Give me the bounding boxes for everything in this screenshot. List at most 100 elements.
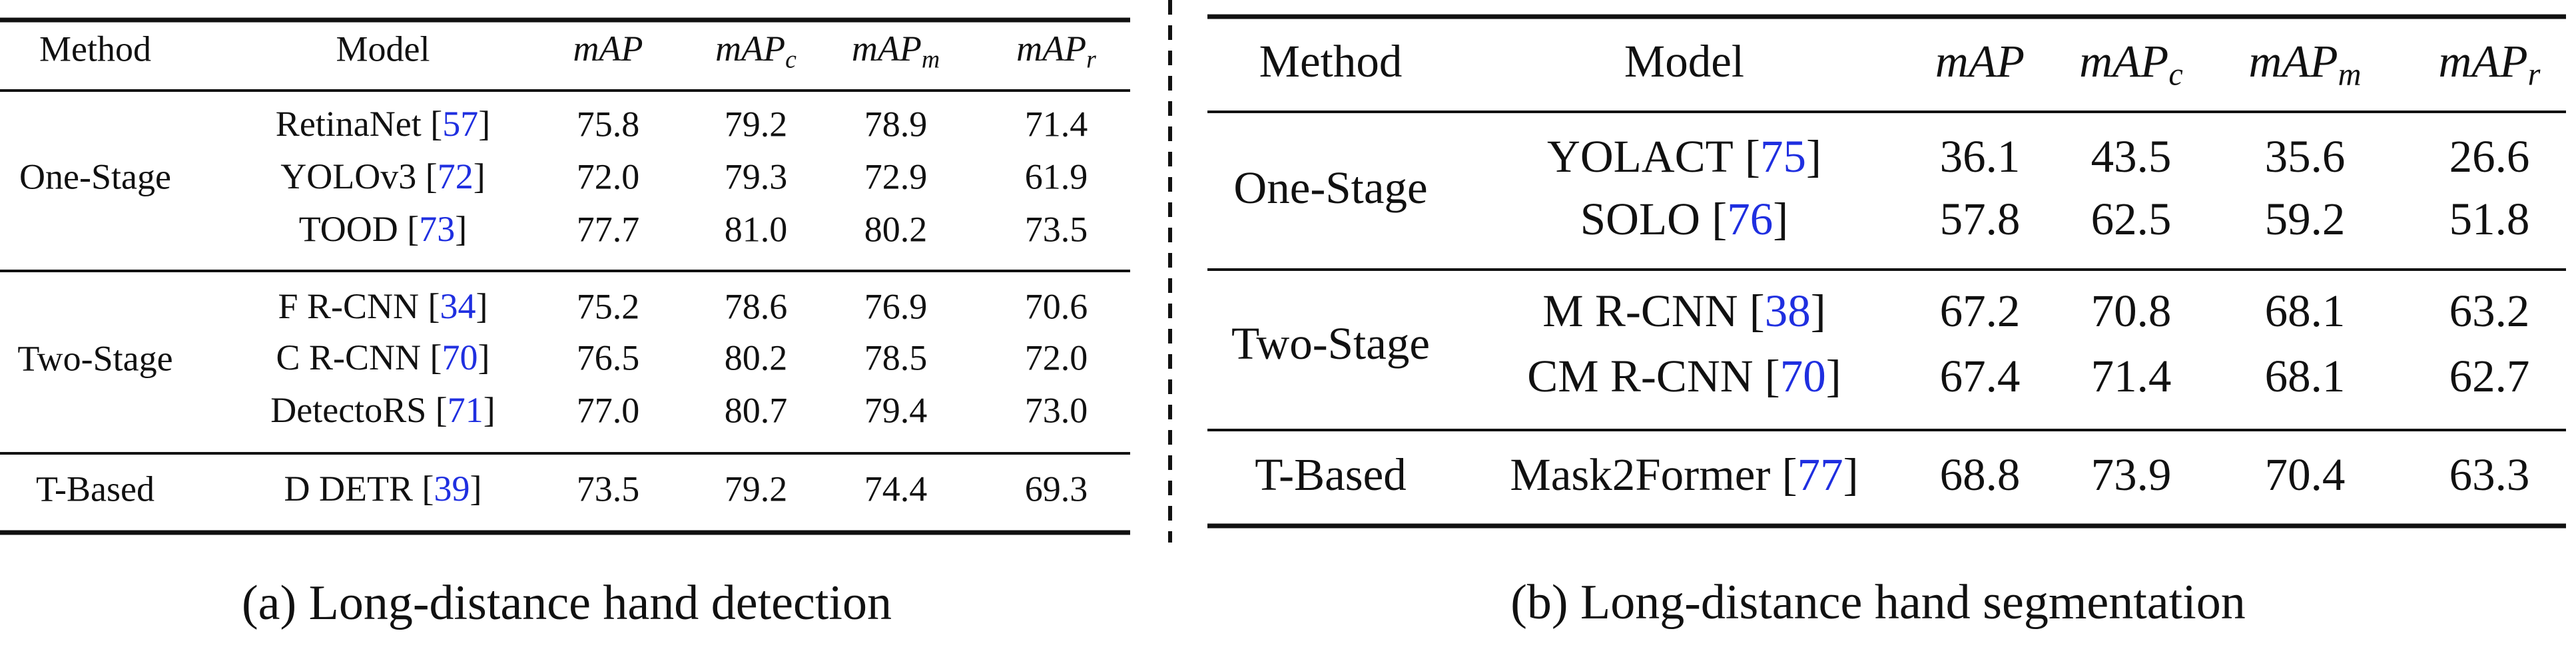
- method-cell: Two-Stage: [1231, 318, 1430, 369]
- citation-part: [: [1712, 194, 1727, 244]
- value-cell: 79.2: [725, 469, 788, 509]
- citation-part: [: [430, 104, 442, 144]
- model-name: YOLOv3: [280, 156, 416, 196]
- model-cell: C R-CNN [70]: [276, 337, 490, 377]
- citation: [77]: [1782, 449, 1859, 500]
- citation-part: ]: [478, 104, 490, 144]
- citation-part: [: [1750, 286, 1765, 336]
- header-cell: Method: [39, 29, 151, 69]
- citation-part: ]: [476, 286, 488, 326]
- citation: [75]: [1745, 131, 1821, 182]
- method-cell: T-Based: [1255, 449, 1406, 500]
- value-cell: 72.0: [577, 156, 640, 196]
- value-cell: 74.4: [864, 469, 928, 509]
- citation: [57]: [430, 104, 490, 144]
- citation: [39]: [422, 469, 482, 509]
- value-cell: 80.7: [725, 390, 788, 430]
- header-metric: mAPr: [1016, 29, 1096, 73]
- model-cell: Mask2Former [77]: [1510, 449, 1858, 500]
- header-metric: mAP: [573, 29, 643, 69]
- metric-name: mAP: [573, 29, 643, 69]
- value-cell: 68.1: [2265, 351, 2346, 401]
- metric-subscript: m: [2338, 57, 2362, 92]
- model-name: C R-CNN: [276, 337, 422, 377]
- header-metric: mAPr: [2439, 36, 2541, 93]
- citation-part: ]: [470, 469, 482, 509]
- value-cell: 63.3: [2449, 449, 2530, 500]
- model-name: TOOD: [299, 209, 398, 249]
- model-name: YOLACT: [1547, 131, 1734, 182]
- metric-name: mAP: [1935, 36, 2025, 87]
- model-cell: SOLO [76]: [1580, 194, 1788, 244]
- model-cell: YOLOv3 [72]: [280, 156, 485, 196]
- metric-subscript: m: [922, 45, 940, 73]
- citation: [38]: [1750, 286, 1826, 336]
- model-name: Mask2Former: [1510, 449, 1770, 500]
- metric-subscript: r: [2528, 57, 2541, 92]
- model-name: RetinaNet: [276, 104, 422, 144]
- value-cell: 78.6: [725, 286, 788, 326]
- value-cell: 80.2: [725, 337, 788, 377]
- citation-part: 70: [442, 337, 478, 377]
- value-cell: 71.4: [1025, 104, 1088, 144]
- model-name: CM R-CNN: [1527, 351, 1753, 401]
- value-cell: 80.2: [864, 209, 928, 249]
- model-cell: F R-CNN [34]: [278, 286, 487, 326]
- citation-part: [: [430, 337, 442, 377]
- citation-part: [: [428, 286, 440, 326]
- citation: [73]: [407, 209, 467, 249]
- method-cell: Two-Stage: [17, 338, 172, 378]
- metric-name: mAP: [2439, 36, 2528, 87]
- citation-part: ]: [478, 337, 490, 377]
- citation: [70]: [430, 337, 490, 377]
- metric-subscript: c: [785, 45, 797, 73]
- value-cell: 79.4: [864, 390, 928, 430]
- citation: [70]: [1765, 351, 1841, 401]
- citation-part: 77: [1797, 449, 1843, 500]
- value-cell: 63.2: [2449, 286, 2530, 336]
- citation-part: [: [422, 469, 434, 509]
- value-cell: 51.8: [2449, 194, 2530, 244]
- value-cell: 78.5: [864, 337, 928, 377]
- header-cell: Method: [1259, 36, 1403, 87]
- citation-part: 70: [1780, 351, 1826, 401]
- method-cell: One-Stage: [19, 156, 171, 196]
- header-metric: mAP: [1935, 36, 2025, 87]
- model-cell: DetectoRS [71]: [270, 390, 495, 430]
- header-cell: Model: [1624, 36, 1744, 87]
- value-cell: 73.0: [1025, 390, 1088, 430]
- header-metric: mAPm: [2248, 36, 2361, 93]
- citation-part: [: [436, 390, 448, 430]
- value-cell: 75.2: [577, 286, 640, 326]
- value-cell: 76.5: [577, 337, 640, 377]
- citation-part: [: [1745, 131, 1760, 182]
- citation-part: [: [407, 209, 419, 249]
- value-cell: 76.9: [864, 286, 928, 326]
- value-cell: 72.9: [864, 156, 928, 196]
- citation: [71]: [436, 390, 495, 430]
- value-cell: 73.5: [577, 469, 640, 509]
- value-cell: 71.4: [2091, 351, 2172, 401]
- citation-part: [: [1765, 351, 1780, 401]
- model-cell: RetinaNet [57]: [276, 104, 490, 144]
- citation-part: ]: [455, 209, 467, 249]
- citation-part: ]: [483, 390, 495, 430]
- citation-part: [: [426, 156, 438, 196]
- value-cell: 67.2: [1940, 286, 2021, 336]
- citation-part: 72: [438, 156, 474, 196]
- value-cell: 70.8: [2091, 286, 2172, 336]
- method-cell: One-Stage: [1233, 162, 1427, 213]
- metric-name: mAP: [1016, 29, 1086, 69]
- model-cell: M R-CNN [38]: [1542, 286, 1826, 336]
- model-name: DetectoRS: [270, 390, 426, 430]
- model-cell: YOLACT [75]: [1547, 131, 1821, 182]
- header-metric: mAPc: [2079, 36, 2183, 93]
- value-cell: 69.3: [1025, 469, 1088, 509]
- caption: (b) Long-distance hand segmentation: [1510, 575, 2246, 630]
- caption: (a) Long-distance hand detection: [242, 576, 892, 630]
- value-cell: 62.5: [2091, 194, 2172, 244]
- value-cell: 78.9: [864, 104, 928, 144]
- citation-part: ]: [1773, 194, 1788, 244]
- header-metric: mAPm: [852, 29, 940, 73]
- model-cell: CM R-CNN [70]: [1527, 351, 1841, 401]
